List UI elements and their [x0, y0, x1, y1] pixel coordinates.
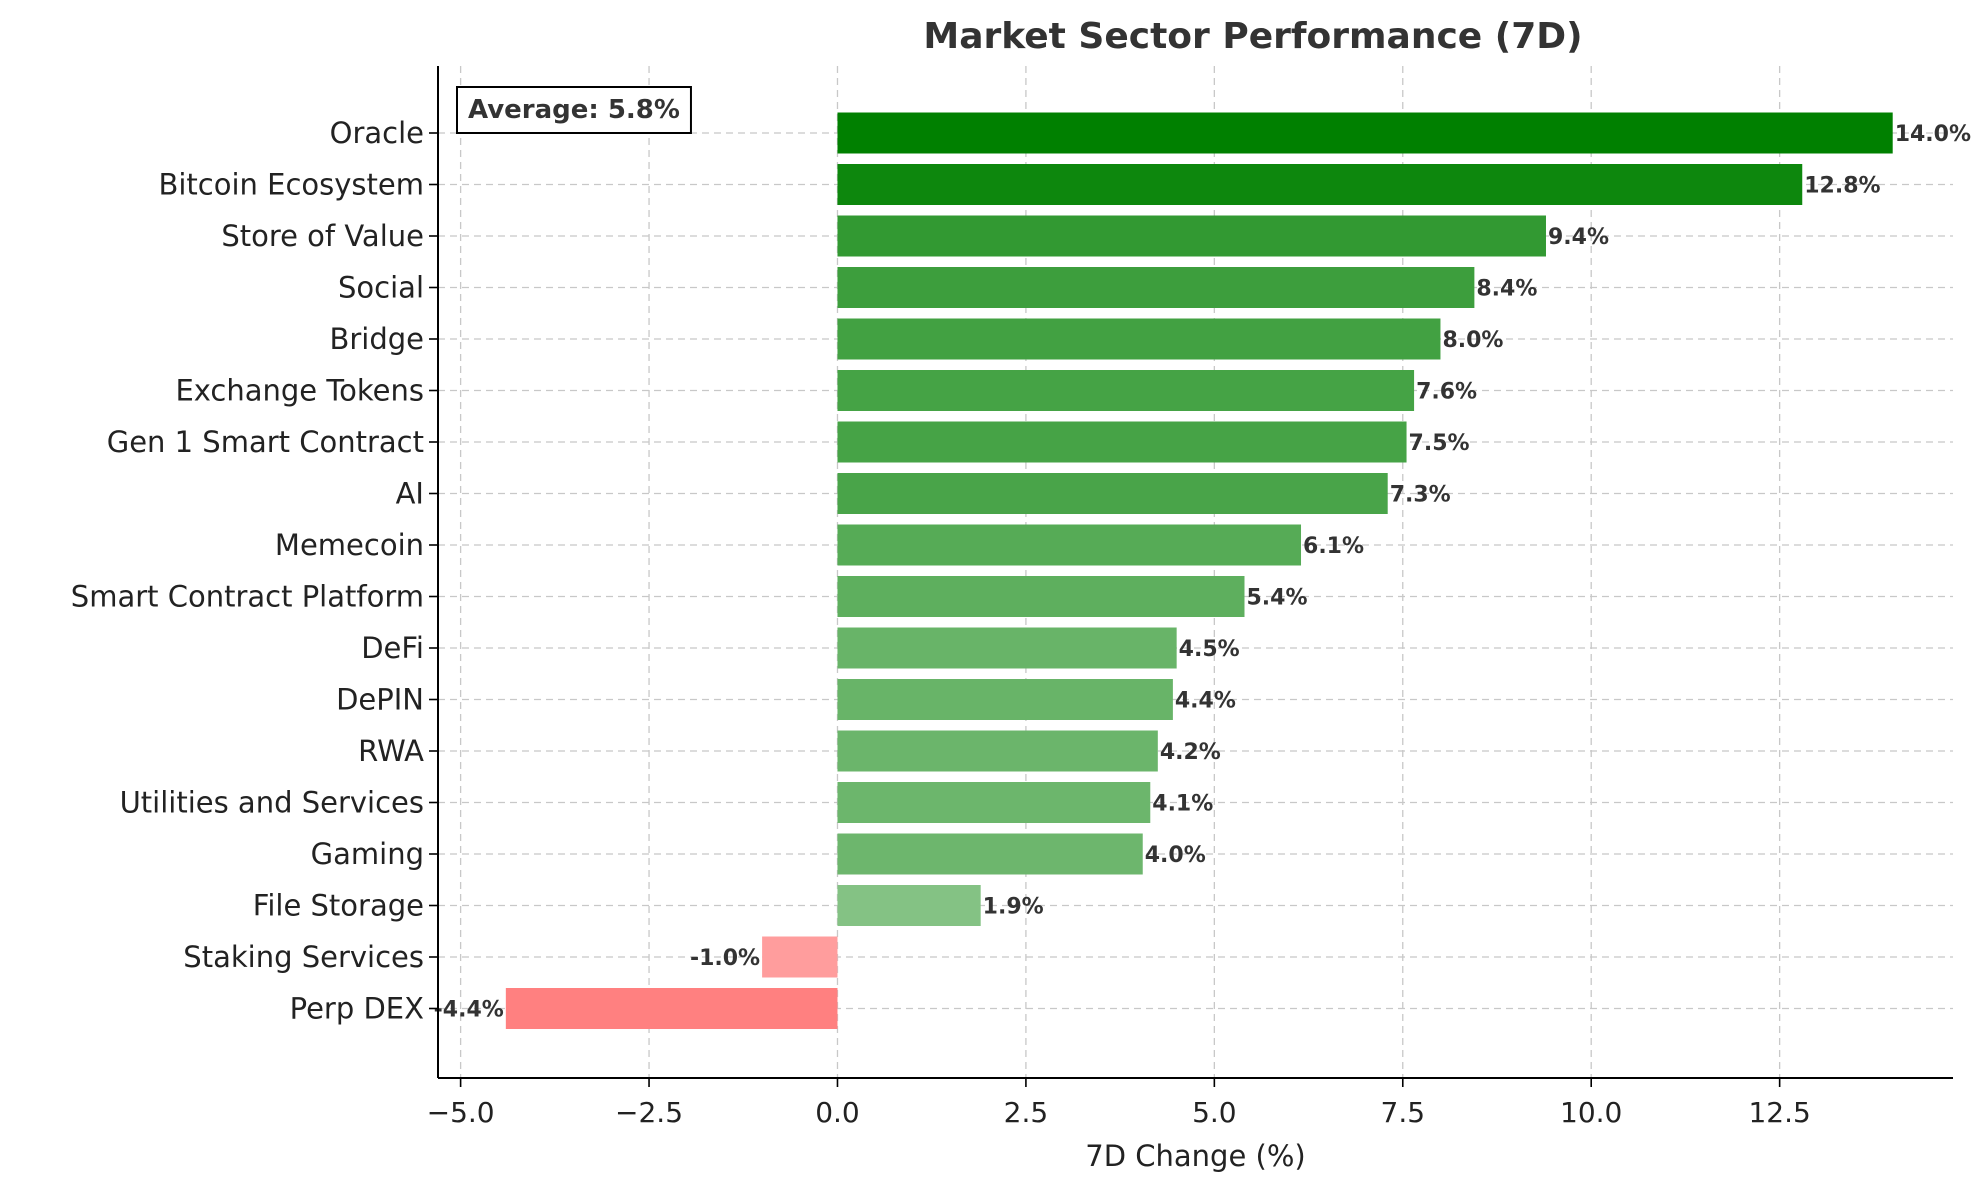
bar [837, 524, 1302, 566]
category-label: Memecoin [275, 528, 424, 562]
bar-value-label: 7.6% [1416, 380, 1477, 405]
bar [837, 473, 1388, 514]
bar-value-label: 4.1% [1152, 792, 1213, 817]
bar [762, 936, 838, 978]
x-tick-label: 10.0 [1560, 1096, 1622, 1129]
bar-value-label: 5.4% [1246, 586, 1307, 611]
bar-value-label: -4.4% [434, 998, 504, 1023]
category-label: Gaming [311, 837, 424, 871]
category-label: Gen 1 Smart Contract [107, 425, 424, 459]
x-axis-title: 7D Change (%) [1085, 1139, 1305, 1173]
category-label: Bridge [329, 322, 424, 356]
bar [505, 988, 838, 1029]
category-label: Bitcoin Ecosystem [158, 168, 424, 202]
bar-value-label: 8.0% [1442, 328, 1503, 353]
bar [837, 370, 1415, 411]
bar [837, 267, 1475, 308]
x-tick-label: 12.5 [1748, 1096, 1810, 1129]
bars [505, 112, 1893, 1029]
x-tick-label: 2.5 [1004, 1096, 1049, 1129]
bar-value-label: 4.4% [1175, 689, 1236, 714]
x-tick-label: −5.0 [427, 1096, 495, 1129]
bar [837, 318, 1441, 360]
bar-value-label: -1.0% [690, 946, 760, 971]
bar-value-label: 4.2% [1160, 740, 1221, 765]
bar-value-label: 9.4% [1548, 225, 1609, 250]
category-label: RWA [358, 734, 424, 768]
category-label: Oracle [330, 116, 424, 150]
bar [837, 679, 1173, 720]
category-label: Store of Value [221, 219, 424, 253]
bar-value-label: 12.8% [1804, 174, 1880, 199]
bar-value-label: 7.5% [1409, 431, 1470, 456]
category-label: Staking Services [183, 940, 424, 974]
bar-value-label: 7.3% [1390, 483, 1451, 508]
category-label: Utilities and Services [120, 786, 424, 820]
bar-value-label: 6.1% [1303, 534, 1364, 559]
bar-value-label: 8.4% [1476, 277, 1537, 302]
bar-value-label: 14.0% [1895, 122, 1971, 147]
bar [837, 164, 1803, 205]
bar [837, 215, 1546, 257]
average-box-frame [456, 86, 692, 134]
average-box: Average: 5.8% [456, 86, 692, 134]
category-label: DePIN [336, 683, 424, 717]
axes [437, 66, 1953, 1079]
bar [837, 730, 1158, 772]
bar-value-label: 4.0% [1145, 843, 1206, 868]
category-label: Perp DEX [290, 992, 424, 1026]
category-label: AI [396, 477, 424, 511]
bar-value-label: 4.5% [1179, 637, 1240, 662]
category-label: Smart Contract Platform [71, 580, 424, 614]
bar [837, 576, 1245, 617]
bar [837, 885, 981, 926]
average-label: Average: 5.8% [468, 95, 680, 125]
chart-title: Market Sector Performance (7D) [923, 16, 1582, 57]
x-tick-label: 0.0 [815, 1096, 860, 1129]
category-label: DeFi [361, 631, 424, 665]
x-tick-label: 7.5 [1381, 1096, 1426, 1129]
x-tick-label: 5.0 [1192, 1096, 1237, 1129]
category-label: File Storage [253, 889, 424, 923]
bar [837, 627, 1177, 669]
value-labels: 14.0% 12.8% 9.4% 8.4% 8.0% 7.6% 7.5% 7.3% 6.1% 5.… [434, 122, 1971, 1023]
bar [837, 112, 1893, 154]
category-label: Exchange Tokens [175, 374, 424, 408]
bar-value-label: 1.9% [983, 895, 1044, 920]
category-label: Social [338, 271, 424, 305]
bar [837, 833, 1143, 875]
x-tick-label: −2.5 [615, 1096, 683, 1129]
category-labels: Oracle Bitcoin Ecosystem Store of Value Soc… [71, 116, 438, 1026]
bar [837, 782, 1151, 823]
bar [837, 421, 1407, 463]
x-axis-ticks: −5.0 −2.5 0.0 2.5 5.0 7.5 10.0 12.5 [427, 1078, 1811, 1129]
